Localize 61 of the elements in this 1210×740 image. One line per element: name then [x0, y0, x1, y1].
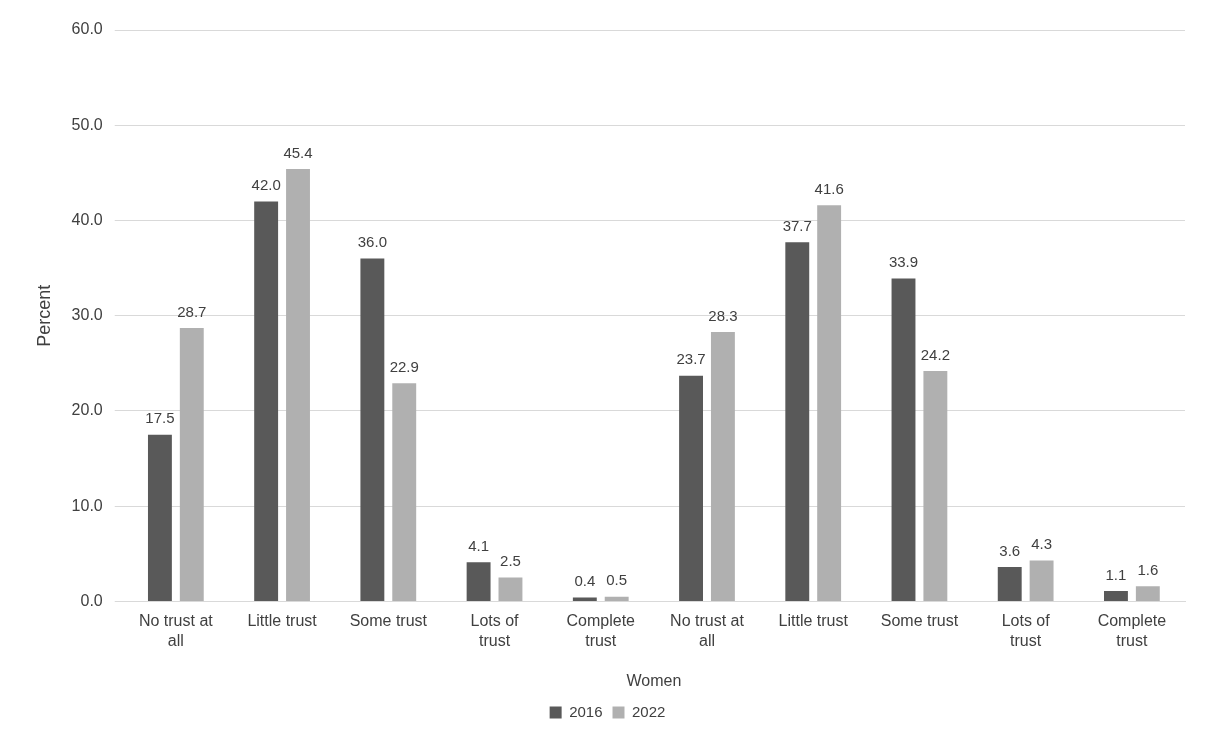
bar	[997, 567, 1022, 601]
bar	[604, 596, 629, 601]
bar	[360, 258, 385, 601]
bar	[1135, 586, 1160, 601]
bar	[254, 201, 279, 601]
y-tick-label: 50.0	[71, 115, 103, 133]
data-label: 36.0	[357, 233, 387, 251]
x-tick-label: Some trust	[880, 612, 959, 630]
bar	[817, 205, 842, 601]
y-tick-label: 60.0	[71, 20, 103, 38]
bar	[286, 169, 310, 601]
data-label: 42.0	[251, 176, 281, 194]
bar	[1104, 590, 1128, 601]
y-tick-label: 40.0	[71, 210, 103, 228]
y-tick-label: 20.0	[71, 401, 103, 419]
bar	[147, 434, 172, 601]
bar	[679, 375, 703, 601]
x-tick-label: Little trust	[247, 612, 318, 630]
bar	[179, 328, 204, 601]
bar	[710, 331, 735, 601]
data-label: 37.7	[782, 217, 812, 235]
data-label: 28.3	[708, 306, 738, 324]
data-label: 17.5	[145, 409, 175, 427]
data-label: 1.6	[1137, 560, 1159, 578]
bar	[392, 383, 417, 601]
x-tick-label: Lots of trust	[1001, 612, 1051, 649]
data-label: 41.6	[814, 179, 844, 197]
x-tick-label: No trust at all	[138, 612, 214, 649]
legend-label: 2022	[632, 702, 666, 720]
data-label: 4.1	[468, 536, 490, 554]
bar	[498, 577, 523, 601]
data-label: 33.9	[888, 253, 919, 271]
x-axis-title: Women	[626, 671, 682, 689]
bar	[572, 597, 597, 601]
data-label: 4.3	[1031, 535, 1053, 553]
x-tick-label: Some trust	[349, 612, 428, 630]
data-label: 22.9	[389, 357, 419, 375]
data-label: 45.4	[283, 143, 313, 161]
data-label: 24.2	[920, 345, 950, 363]
x-tick-label: No trust at all	[670, 612, 745, 649]
data-label: 2.5	[500, 552, 521, 570]
bar	[466, 562, 491, 601]
data-label: 0.4	[574, 572, 596, 590]
y-tick-label: 10.0	[71, 496, 103, 514]
data-label: 0.5	[606, 571, 628, 589]
x-tick-label: Lots of trust	[470, 612, 520, 649]
bar	[891, 278, 916, 601]
bar	[923, 370, 948, 601]
data-label: 3.6	[999, 541, 1021, 559]
y-axis-title: Percent	[33, 284, 54, 347]
x-tick-label: Complete trust	[1097, 612, 1167, 649]
y-tick-label: 30.0	[71, 306, 103, 324]
x-tick-label: Little trust	[778, 612, 849, 630]
data-label: 28.7	[177, 302, 207, 320]
legend-label: 2016	[569, 702, 603, 720]
x-tick-label: Complete trust	[566, 612, 636, 649]
bar	[785, 242, 810, 601]
data-label: 23.7	[676, 350, 706, 368]
data-label: 1.1	[1105, 565, 1127, 583]
y-tick-label: 0.0	[80, 591, 103, 609]
bar	[1029, 560, 1054, 601]
